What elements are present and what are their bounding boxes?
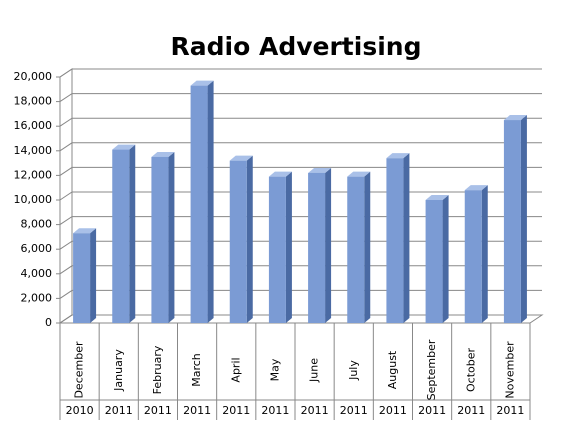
group-label: 2010 [66,404,94,417]
bar [190,85,208,323]
bar-top [347,171,371,177]
bar-top [386,153,410,159]
group-label: 2011 [301,404,329,417]
y-tick-label: 18,000 [14,95,53,108]
bar-side [325,167,332,323]
bar-side [403,153,410,323]
bar [386,158,404,323]
bar-side [129,144,136,323]
group-label: 2011 [105,404,133,417]
grid-line [59,191,542,201]
y-tick-label: 0 [45,316,52,329]
bar-side [90,228,97,323]
bar [425,200,443,323]
bar-top [268,171,292,177]
bar-top [425,195,449,200]
bar-side [207,80,214,323]
bar [347,176,365,323]
bar-top [464,185,488,191]
y-tick-label: 12,000 [14,168,53,181]
bar-side [364,171,371,323]
y-tick-label: 20,000 [14,70,53,83]
grid-line [59,216,542,226]
grid-line [59,68,542,78]
group-label: 2011 [340,404,368,417]
x-tick-label: November [503,341,516,399]
group-label: 2011 [379,404,407,417]
bar-top [503,115,527,121]
y-tick-label: 6,000 [21,242,53,255]
x-tick-label: July [347,360,360,381]
bar-top [308,167,332,173]
grid-line [59,117,542,127]
bar-side [442,195,449,323]
bar-side [520,115,527,323]
x-tick-label: December [73,341,86,399]
bar [229,160,247,323]
x-tick-label: March [190,353,203,387]
x-tick-label: February [151,345,164,394]
bar [464,190,482,323]
y-tick-label: 10,000 [14,193,53,206]
grid-line [59,240,542,250]
x-tick-label: April [229,357,242,382]
bar-top [190,80,214,86]
bar-top [73,228,97,234]
y-tick-label: 8,000 [21,218,53,231]
group-label: 2011 [144,404,172,417]
x-tick-label: January [112,349,125,392]
y-tick-label: 14,000 [14,144,53,157]
bar [308,172,326,323]
y-tick-label: 16,000 [14,119,53,132]
group-label: 2011 [457,404,485,417]
bar-top [229,155,253,161]
x-tick-label: August [386,350,399,389]
x-tick-label: May [268,358,281,381]
bar-side [246,155,253,323]
bar-side [285,171,292,323]
bar [503,120,521,323]
x-tick-label: October [464,348,477,392]
bar-side [168,151,175,323]
grid-line [59,265,542,275]
chart-title: Radio Advertising [171,32,422,61]
bar-top [151,151,175,157]
group-label: 2011 [222,404,250,417]
group-label: 2011 [261,404,289,417]
y-tick-label: 4,000 [21,267,53,280]
bar [73,233,91,323]
x-tick-label: September [425,339,438,400]
bar [151,156,169,323]
y-tick-label: 2,000 [21,291,53,304]
bar [112,149,130,323]
bar-side [481,185,488,323]
grid-line [59,166,542,176]
group-label: 2011 [418,404,446,417]
group-label: 2011 [496,404,524,417]
x-tick-label: June [308,358,321,383]
group-label: 2011 [183,404,211,417]
grid-line [59,289,542,299]
grid-line [59,93,542,103]
grid-line [59,142,542,152]
bar [268,176,286,323]
bar-top [112,144,136,150]
